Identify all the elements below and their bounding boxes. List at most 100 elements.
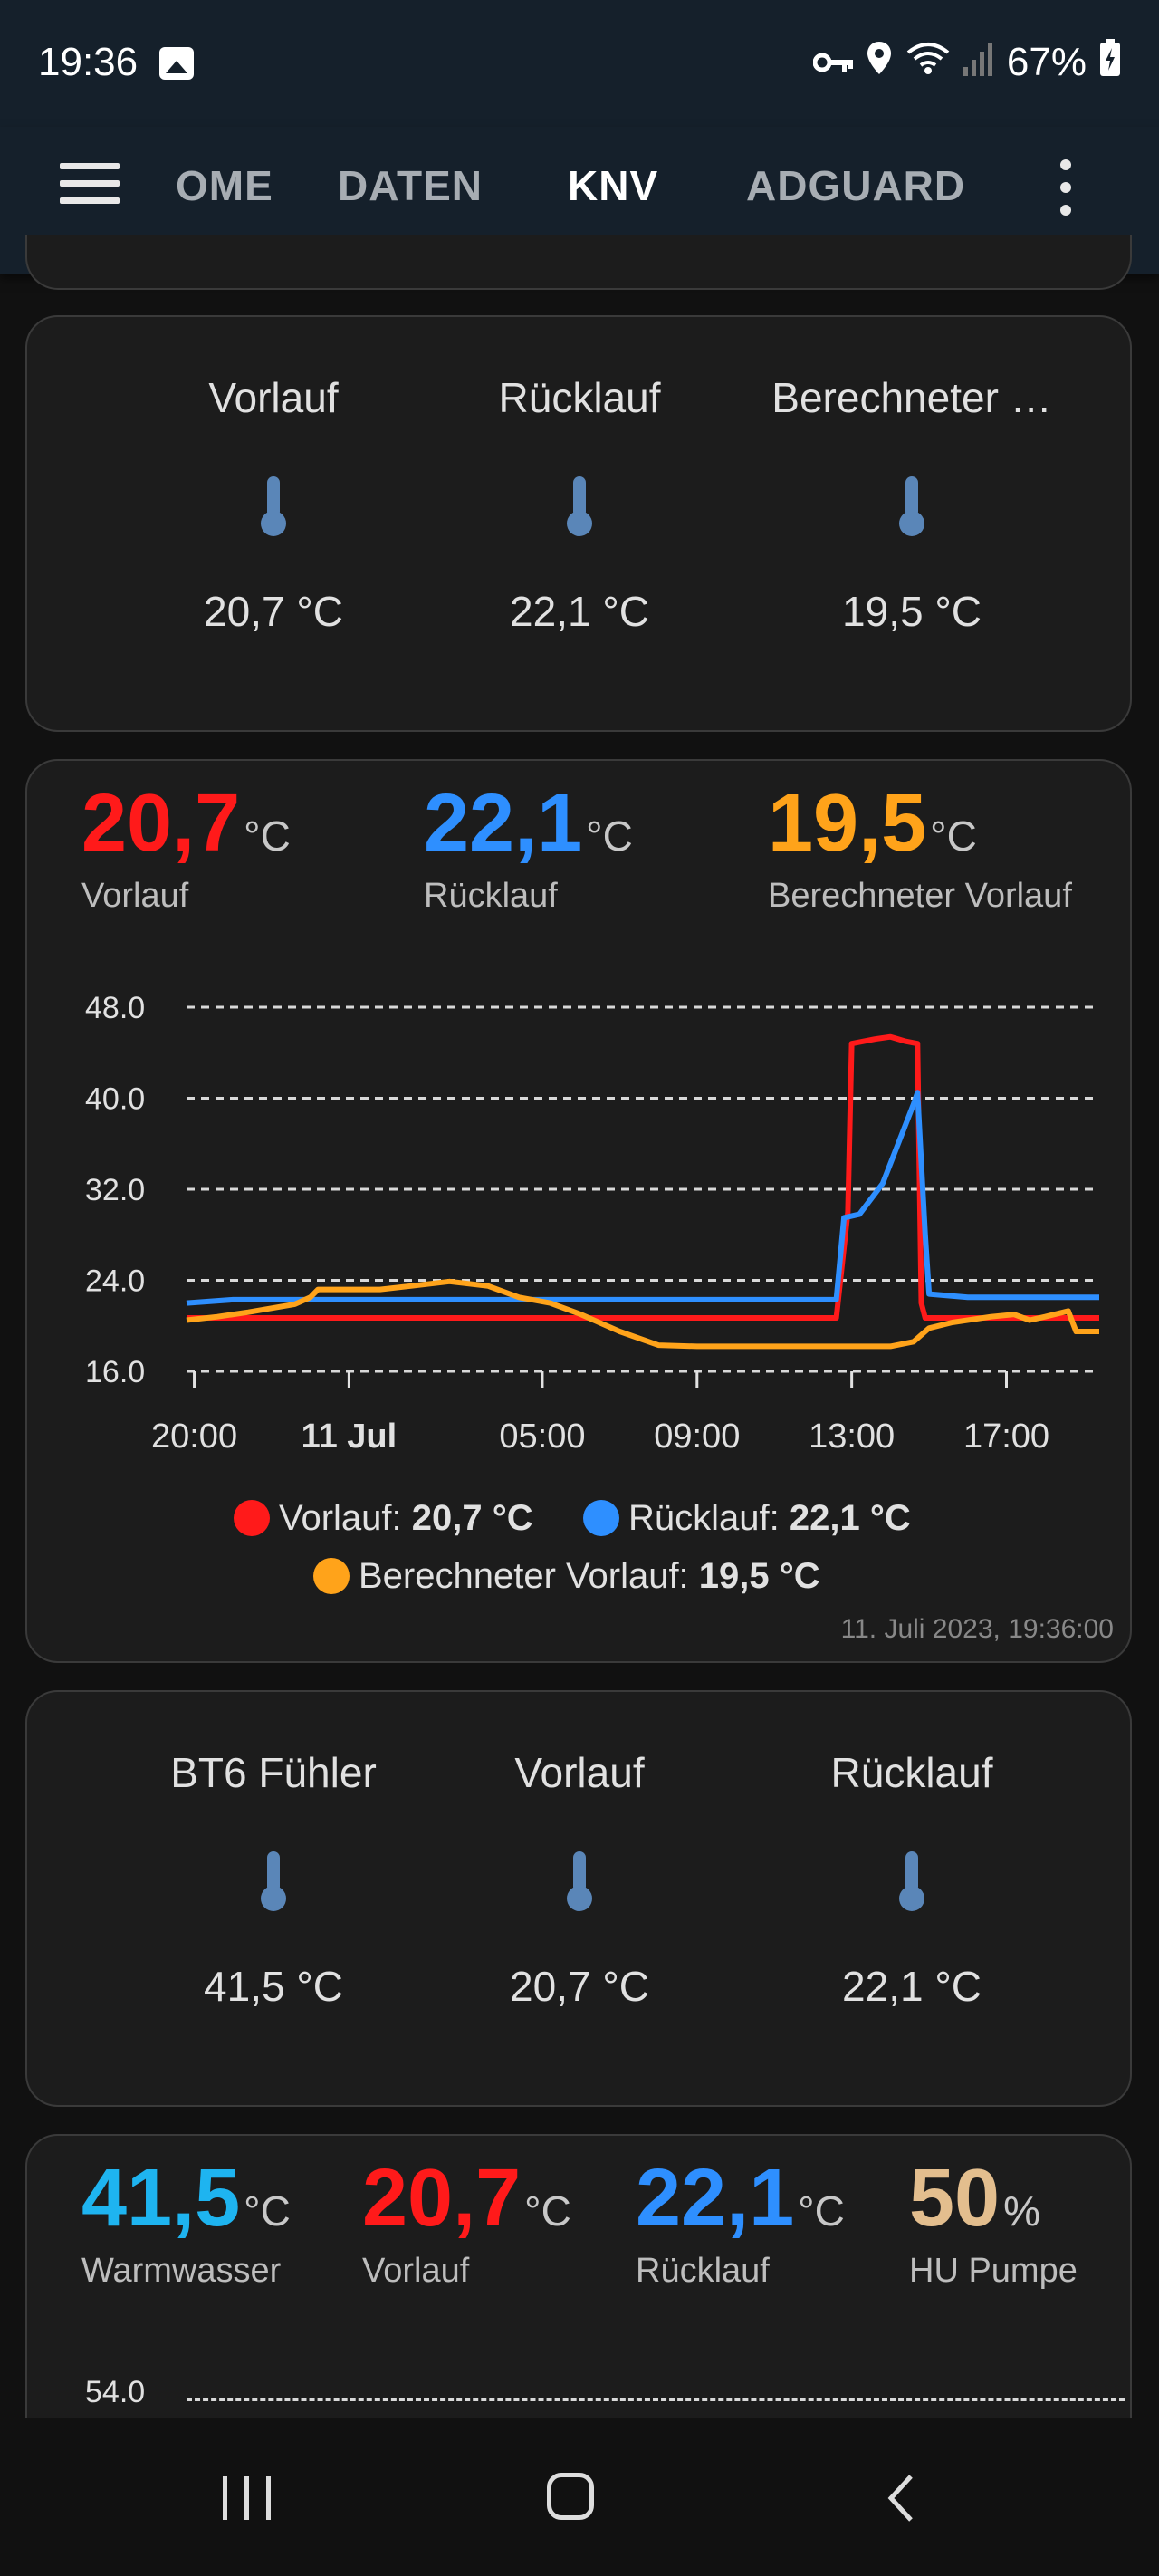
signal-icon <box>963 40 994 86</box>
big-number: 20,7 <box>362 2153 522 2244</box>
tab-knv[interactable]: KNV <box>568 162 659 209</box>
big-label: Rücklauf <box>636 2252 770 2290</box>
previous-card-edge <box>25 235 1132 290</box>
big-value-ruecklauf: 22,1°C <box>636 2158 845 2239</box>
tab-bar: OME DATEN KNV ADGUARD <box>163 127 996 274</box>
sensor-ruecklauf[interactable]: Rücklauf 22,1 °C <box>417 373 742 636</box>
big-unit: °C <box>524 2187 571 2235</box>
back-icon[interactable] <box>884 2473 916 2528</box>
big-unit: °C <box>586 812 633 860</box>
legend-value: 19,5 °C <box>698 1556 820 1596</box>
big-value-berechneter-vorlauf: 19,5°C <box>768 783 977 864</box>
legend-name: Vorlauf: <box>279 1498 402 1538</box>
big-label: Vorlauf <box>362 2252 470 2290</box>
sensor-value: 20,7 °C <box>510 1963 649 2010</box>
y-tick-label: 32.0 <box>85 1173 145 1207</box>
y-tick-label: 48.0 <box>85 991 145 1025</box>
series-line-berechneter-vorlauf <box>186 1278 1099 1350</box>
menu-icon[interactable] <box>60 159 120 208</box>
big-value-vorlauf: 20,7°C <box>362 2158 571 2239</box>
legend-item-berechneter-vorlauf[interactable]: Berechneter Vorlauf: 19,5 °C <box>313 1556 820 1597</box>
big-label: Berechneter Vorlauf <box>768 877 1072 915</box>
sensor-vorlauf[interactable]: Vorlauf 20,7 °C <box>110 373 436 636</box>
big-value-ruecklauf: 22,1°C <box>424 783 633 864</box>
sensor-vorlauf[interactable]: Vorlauf 20,7 °C <box>417 1748 742 2011</box>
sensor-name: Berechneter … <box>771 374 1052 421</box>
sensor-name: Vorlauf <box>514 1749 645 1796</box>
legend-dot <box>313 1558 350 1594</box>
y-tick-label: 54.0 <box>85 2375 146 2409</box>
x-tick-label: 17:00 <box>963 1418 1049 1456</box>
big-label: Warmwasser <box>81 2252 282 2290</box>
x-tick-label: 13:00 <box>809 1418 895 1456</box>
big-number: 19,5 <box>768 778 927 869</box>
big-unit: % <box>1003 2187 1041 2235</box>
legend-value: 22,1 °C <box>789 1498 911 1538</box>
sensor-card-temperatures: Vorlauf 20,7 °C Rücklauf 22,1 °C Berechn… <box>25 315 1132 732</box>
tab-daten[interactable]: DATEN <box>338 162 484 209</box>
sensor-value: 22,1 °C <box>842 1963 982 2010</box>
x-tick-label: 05:00 <box>499 1418 585 1456</box>
sensor-card-bt6: BT6 Fühler 41,5 °C Vorlauf 20,7 °C Rückl… <box>25 1690 1132 2107</box>
legend-name: Berechneter Vorlauf: <box>359 1556 689 1596</box>
legend-item-ruecklauf[interactable]: Rücklauf: 22,1 °C <box>583 1498 911 1539</box>
status-bar: 19:36 67% <box>0 0 1159 127</box>
sensor-berechneter-vorlauf[interactable]: Berechneter … 19,5 °C <box>749 373 1075 636</box>
thermometer-icon <box>894 1850 930 1913</box>
recent-apps-icon[interactable] <box>223 2476 273 2520</box>
grid-line <box>187 2398 1125 2401</box>
tab-home[interactable]: OME <box>176 162 273 209</box>
battery-charging-icon <box>1099 38 1121 87</box>
home-icon[interactable] <box>547 2473 594 2520</box>
sensor-ruecklauf[interactable]: Rücklauf 22,1 °C <box>749 1748 1075 2011</box>
image-icon <box>159 47 194 80</box>
legend-item-vorlauf[interactable]: Vorlauf: 20,7 °C <box>234 1498 533 1539</box>
big-value-vorlauf: 20,7°C <box>81 783 291 864</box>
graph-card-temperatures[interactable]: 20,7°C Vorlauf 22,1°C Rücklauf 19,5°C Be… <box>25 759 1132 1663</box>
legend-dot <box>234 1500 270 1536</box>
legend-name: Rücklauf: <box>628 1498 780 1538</box>
series-line-r-cklauf <box>186 1090 1099 1306</box>
sensor-name: Rücklauf <box>830 1749 993 1796</box>
location-icon <box>866 40 893 86</box>
big-value-warmwasser: 41,5°C <box>81 2158 291 2239</box>
big-number: 50 <box>909 2153 1001 2244</box>
big-number: 22,1 <box>424 778 583 869</box>
series-line-vorlauf <box>187 1033 1099 1321</box>
thermometer-icon <box>561 1850 598 1913</box>
last-updated-timestamp: 11. Juli 2023, 19:36:00 <box>840 1614 1114 1644</box>
big-number: 41,5 <box>81 2153 241 2244</box>
thermometer-icon <box>255 1850 292 1913</box>
big-label: HU Pumpe <box>909 2252 1078 2290</box>
sensor-value: 22,1 °C <box>510 588 649 635</box>
big-label: Vorlauf <box>81 877 189 915</box>
y-tick-label: 40.0 <box>85 1082 145 1117</box>
legend-value: 20,7 °C <box>411 1498 533 1538</box>
sensor-value: 41,5 °C <box>204 1963 343 2010</box>
x-tick-label: 11 Jul <box>302 1418 398 1456</box>
status-time: 19:36 <box>38 40 139 84</box>
sensor-bt6-fuehler[interactable]: BT6 Fühler 41,5 °C <box>110 1748 436 2011</box>
system-nav-bar <box>0 2418 1159 2576</box>
x-tick-label: 20:00 <box>151 1418 237 1456</box>
y-tick-label: 24.0 <box>85 1264 145 1299</box>
status-icons: 67% <box>812 38 1121 87</box>
vpn-key-icon <box>812 40 853 85</box>
thermometer-icon <box>255 475 292 538</box>
big-unit: °C <box>244 812 291 860</box>
sensor-name: BT6 Fühler <box>170 1749 377 1796</box>
big-number: 20,7 <box>81 778 241 869</box>
legend-dot <box>583 1500 619 1536</box>
big-unit: °C <box>798 2187 845 2235</box>
wifi-icon <box>905 40 951 86</box>
big-value-hu-pumpe: 50% <box>909 2158 1040 2239</box>
big-unit: °C <box>930 812 977 860</box>
thermometer-icon <box>561 475 598 538</box>
line-chart[interactable]: 48.0 40.0 32.0 24.0 16.020:00 11 Jul 05:00 09:0… <box>27 971 1134 1478</box>
tab-adguard[interactable]: ADGUARD <box>746 162 966 209</box>
y-tick-label: 16.0 <box>85 1355 145 1389</box>
more-options-icon[interactable] <box>1056 158 1076 217</box>
sensor-value: 20,7 °C <box>204 588 343 635</box>
thermometer-icon <box>894 475 930 538</box>
battery-percent: 67% <box>1006 40 1087 84</box>
